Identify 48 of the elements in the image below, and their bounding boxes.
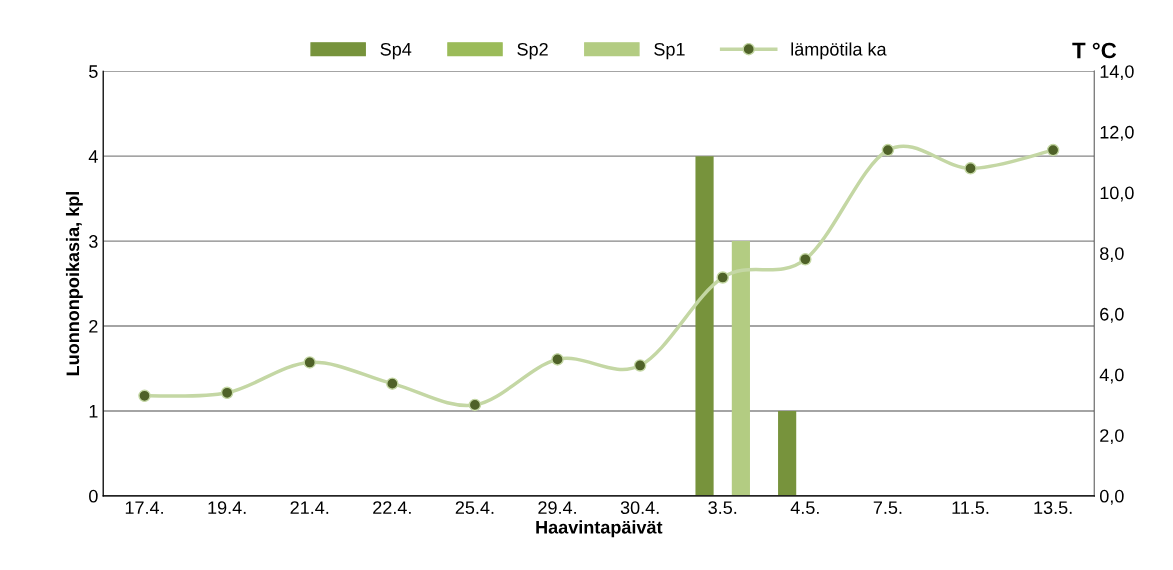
bar	[778, 410, 797, 496]
bar	[695, 156, 714, 496]
x-tick-label: 11.5.	[952, 501, 989, 515]
point	[468, 398, 482, 412]
y2-tick-label: 8,0	[1100, 247, 1124, 263]
y2-tick-label: 14,0	[1100, 65, 1134, 81]
point	[881, 143, 895, 157]
y-tick-label: 5	[89, 65, 98, 78]
y-tick-label: 4	[88, 150, 98, 163]
point	[551, 353, 564, 366]
point	[138, 389, 151, 403]
x-tick-label: 4.5.	[790, 501, 819, 515]
point	[716, 271, 729, 284]
y-tick-label: 1	[89, 405, 98, 418]
y2-axis-title: T °C	[1072, 42, 1117, 59]
point	[220, 386, 234, 400]
y2-tick-label: 6,0	[1100, 307, 1124, 323]
x-tick-label: 13.5.	[1034, 501, 1072, 515]
y2-tick-label: 10,0	[1100, 186, 1134, 202]
x-axis-title: Haavintapäivät	[536, 520, 663, 538]
x-tick-label: 3.5.	[708, 501, 737, 515]
y-tick-label: 0	[89, 489, 98, 503]
legend-label: Sp4	[380, 42, 412, 60]
point	[799, 253, 812, 266]
y2-tick-label: 0,0	[1099, 489, 1124, 505]
x-tick-label: 21.4.	[290, 501, 329, 514]
legend-label: Sp2	[517, 42, 548, 60]
y2-tick-label: 2,0	[1100, 429, 1124, 445]
point	[303, 356, 316, 369]
y2-tick-label: 4,0	[1099, 368, 1124, 384]
x-tick-label: 29.4.	[538, 501, 576, 515]
point	[1046, 143, 1060, 157]
legend-label: Sp1	[654, 42, 685, 60]
x-tick-label: 7.5.	[873, 501, 902, 515]
y-tick-label: 2	[89, 319, 98, 333]
x-tick-label: 30.4.	[620, 501, 659, 515]
x-tick-label: 22.4.	[373, 501, 411, 514]
y2-tick-label: 12,0	[1100, 125, 1134, 141]
x-tick-label: 25.4.	[455, 501, 494, 515]
x-tick-label: 19.4.	[208, 501, 246, 515]
legend-label: lämpötila ka	[791, 42, 887, 60]
y-axis-title: Luonnonpoikasia, kpl	[65, 192, 83, 376]
bar	[731, 241, 750, 496]
point	[633, 359, 647, 372]
x-tick-label: 17.4.	[125, 501, 163, 514]
y-tick-label: 3	[89, 235, 98, 248]
point	[386, 377, 399, 390]
point	[964, 162, 977, 175]
